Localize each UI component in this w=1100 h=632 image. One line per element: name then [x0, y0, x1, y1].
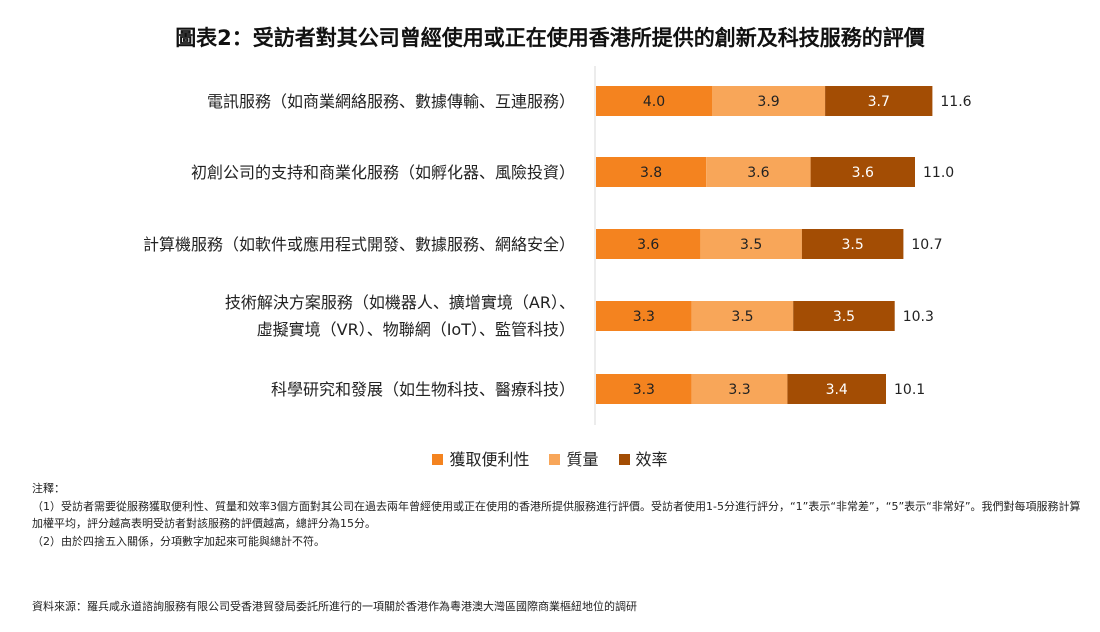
bar-segment: [793, 301, 895, 331]
chart-title: 圖表2：受訪者對其公司曾經使用或正在使用香港所提供的創新及科技服務的評價: [175, 26, 925, 50]
legend-item: 效率: [618, 446, 668, 470]
legend-swatch: [618, 454, 630, 465]
data-label: 3.3: [633, 309, 655, 325]
note-line-1: （1）受訪者需要從服務獲取便利性、質量和效率3個方面對其公司在過去兩年曾經使用或…: [32, 499, 1081, 531]
data-label: 3.7: [868, 94, 890, 110]
category-label-line: 初創公司的支持和商業化服務（如孵化器、風險投資）: [190, 162, 575, 182]
total-label: 10.3: [903, 309, 934, 325]
category-label: 科學研究和發展（如生物科技、醫療科技）: [271, 376, 575, 403]
bar-segment: [801, 229, 904, 259]
bar-segment: [810, 157, 915, 187]
bar-segment: [596, 157, 707, 187]
data-label: 3.6: [747, 165, 769, 181]
notes-heading: 注釋：: [32, 482, 65, 495]
data-label: 3.5: [731, 309, 753, 325]
category-label: 電訊服務（如商業網絡服務、數據傳輸、互連服務）: [207, 88, 575, 115]
bar-segment: [825, 86, 933, 116]
bar-segment: [712, 86, 826, 116]
data-label: 3.9: [757, 94, 779, 110]
stacked-bar-chart: 4.0 3.9 3.7 11.6 3.8 3.6 3.6 11.0 3.6 3.5 3.5 10.7 3…: [594, 66, 972, 425]
bar-segment: [691, 374, 788, 404]
category-label: 初創公司的支持和商業化服務（如孵化器、風險投資）: [191, 159, 575, 186]
category-label-line: 虛擬實境（VR）、物聯網（IoT）、監管科技）: [256, 320, 575, 339]
category-label-line: 科學研究和發展（如生物科技、醫療科技）: [270, 379, 575, 399]
legend-item: 獲取便利性: [432, 446, 529, 470]
legend-swatch: [432, 454, 444, 465]
total-label: 11.6: [940, 94, 971, 110]
bar-segment: [596, 301, 692, 331]
notes: 注釋： （1）受訪者需要從服務獲取便利性、質量和效率3個方面對其公司在過去兩年曾…: [32, 480, 1082, 550]
legend-swatch: [549, 454, 561, 465]
bar-segment: [700, 229, 802, 259]
note-line-2: （2）由於四捨五入關係，分項數字加起來可能與總計不符。: [32, 534, 325, 548]
data-label: 3.8: [640, 165, 662, 181]
data-label: 3.6: [852, 165, 874, 181]
bar-group: 4.0 3.9 3.7 11.6 3.8 3.6 3.6 11.0 3.6 3.5 3.5 10.7 3…: [596, 86, 972, 404]
data-label: 3.5: [740, 237, 762, 253]
legend-label: 質量: [566, 450, 599, 469]
data-label: 4.0: [643, 94, 665, 110]
bar-segment: [706, 157, 811, 187]
data-label: 3.3: [728, 382, 750, 398]
data-label: 3.3: [633, 382, 655, 398]
bar-segment: [596, 374, 692, 404]
bar-segment: [596, 229, 701, 259]
category-label: 計算機服務（如軟件或應用程式開發、數據服務、網絡安全）: [143, 231, 575, 258]
data-label: 3.6: [637, 237, 659, 253]
category-label: 技術解決方案服務（如機器人、擴增實境（AR）、虛擬實境（VR）、物聯網（IoT）…: [225, 289, 575, 343]
data-label: 3.5: [833, 309, 855, 325]
bar-segment: [787, 374, 886, 404]
total-label: 10.7: [911, 237, 942, 253]
total-label: 11.0: [923, 165, 954, 181]
category-label-line: 技術解決方案服務（如機器人、擴增實境（AR）、: [224, 293, 575, 312]
legend-item: 質量: [549, 446, 599, 470]
total-label: 10.1: [894, 382, 925, 398]
bar-segment: [691, 301, 794, 331]
data-label: 3.4: [826, 382, 848, 398]
legend-label: 獲取便利性: [449, 450, 530, 469]
legend-label: 效率: [635, 450, 668, 469]
category-label-line: 計算機服務（如軟件或應用程式開發、數據服務、網絡安全）: [142, 234, 575, 254]
category-label-line: 電訊服務（如商業網絡服務、數據傳輸、互連服務）: [206, 91, 575, 111]
bar-segment: [596, 86, 712, 116]
data-label: 3.5: [842, 237, 864, 253]
source-note: 資料來源：羅兵咸永道諮詢服務有限公司受香港貿發局委託所進行的一項關於香港作為粵港…: [32, 600, 637, 613]
legend: 獲取便利性 質量 效率: [0, 446, 1100, 470]
